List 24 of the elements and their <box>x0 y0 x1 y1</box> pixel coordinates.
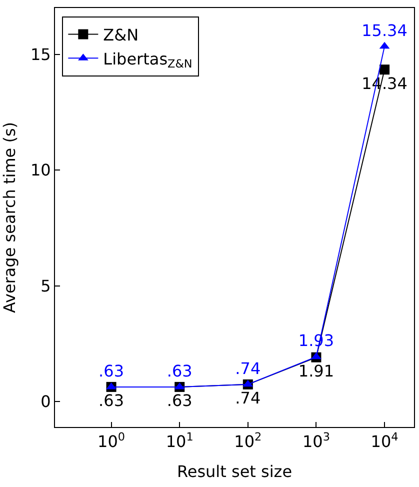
data-label: .74 <box>235 388 261 408</box>
x-axis-title: Result set size <box>176 462 292 481</box>
x-tick-label: 10$^{3}$ <box>302 430 330 452</box>
data-label: .63 <box>98 361 124 380</box>
y-tick-label: 10 <box>30 160 51 180</box>
x-tick-label: 10$^{4}$ <box>370 430 398 452</box>
point <box>106 382 116 390</box>
legend-label: Z&N <box>103 26 139 45</box>
point <box>311 352 322 360</box>
data-label: .63 <box>166 361 192 380</box>
x-tick-label: 10$^{1}$ <box>166 430 194 452</box>
data-label: 15.34 <box>362 20 408 40</box>
data-label: .74 <box>235 358 261 378</box>
y-tick-label: 0 <box>40 392 51 412</box>
y-tick-label: 5 <box>40 276 51 296</box>
y-axis-title: Average search time (s) <box>0 122 19 314</box>
x-tick-label: 10$^{0}$ <box>98 430 126 452</box>
y-tick-label: 15 <box>30 44 51 64</box>
x-tick-label: 10$^{2}$ <box>234 430 262 452</box>
data-label: .63 <box>166 391 192 410</box>
legend-label: Libertas$_{Z&N}$ <box>103 49 192 71</box>
data-label: 1.91 <box>298 362 334 381</box>
point <box>380 64 390 75</box>
data-label: .63 <box>98 391 124 410</box>
